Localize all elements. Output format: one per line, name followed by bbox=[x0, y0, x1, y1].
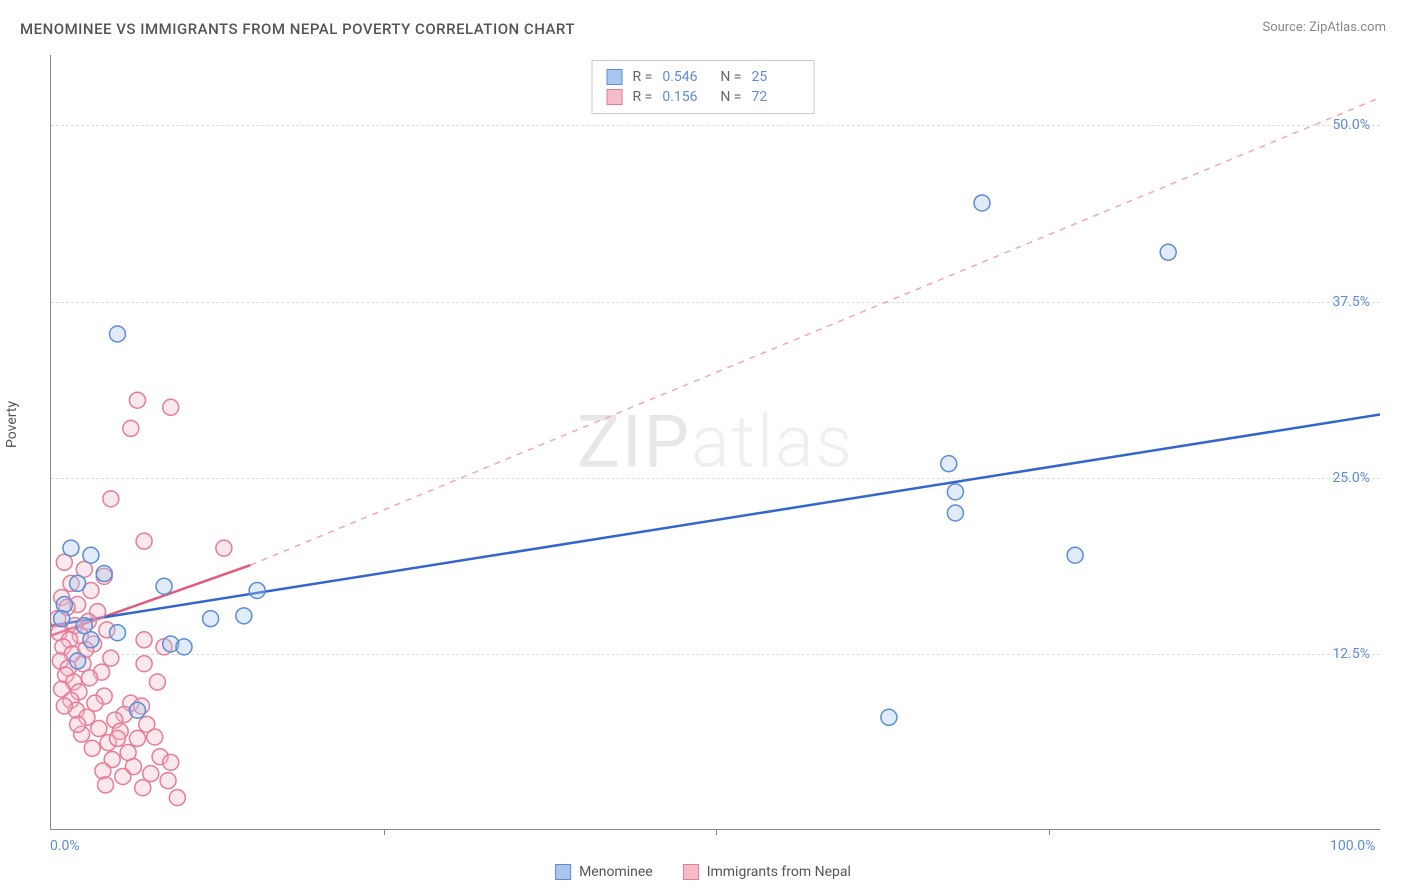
swatch-menominee-bottom bbox=[555, 864, 571, 880]
legend-item-nepal: Immigrants from Nepal bbox=[683, 864, 851, 880]
legend-row-menominee: R = 0.546 N = 25 bbox=[607, 67, 800, 87]
correlation-legend: R = 0.546 N = 25 R = 0.156 N = 72 bbox=[592, 60, 815, 114]
x-tick-label: 0.0% bbox=[50, 838, 80, 854]
swatch-nepal bbox=[607, 89, 623, 105]
swatch-nepal-bottom bbox=[683, 864, 699, 880]
swatch-menominee bbox=[607, 69, 623, 85]
source-attribution: Source: ZipAtlas.com bbox=[1262, 20, 1386, 35]
y-axis-label: Poverty bbox=[4, 401, 20, 448]
series-legend: Menominee Immigrants from Nepal bbox=[555, 864, 851, 880]
x-tick bbox=[384, 829, 385, 835]
legend-item-menominee: Menominee bbox=[555, 864, 653, 880]
plot-area: ZIPatlas 12.5%25.0%37.5%50.0% bbox=[50, 55, 1380, 830]
x-tick bbox=[716, 829, 717, 835]
chart-title: MENOMINEE VS IMMIGRANTS FROM NEPAL POVER… bbox=[20, 20, 575, 38]
x-tick bbox=[1049, 829, 1050, 835]
legend-row-nepal: R = 0.156 N = 72 bbox=[607, 87, 800, 107]
x-tick-label: 100.0% bbox=[1330, 838, 1375, 854]
chart-svg bbox=[51, 55, 1380, 829]
